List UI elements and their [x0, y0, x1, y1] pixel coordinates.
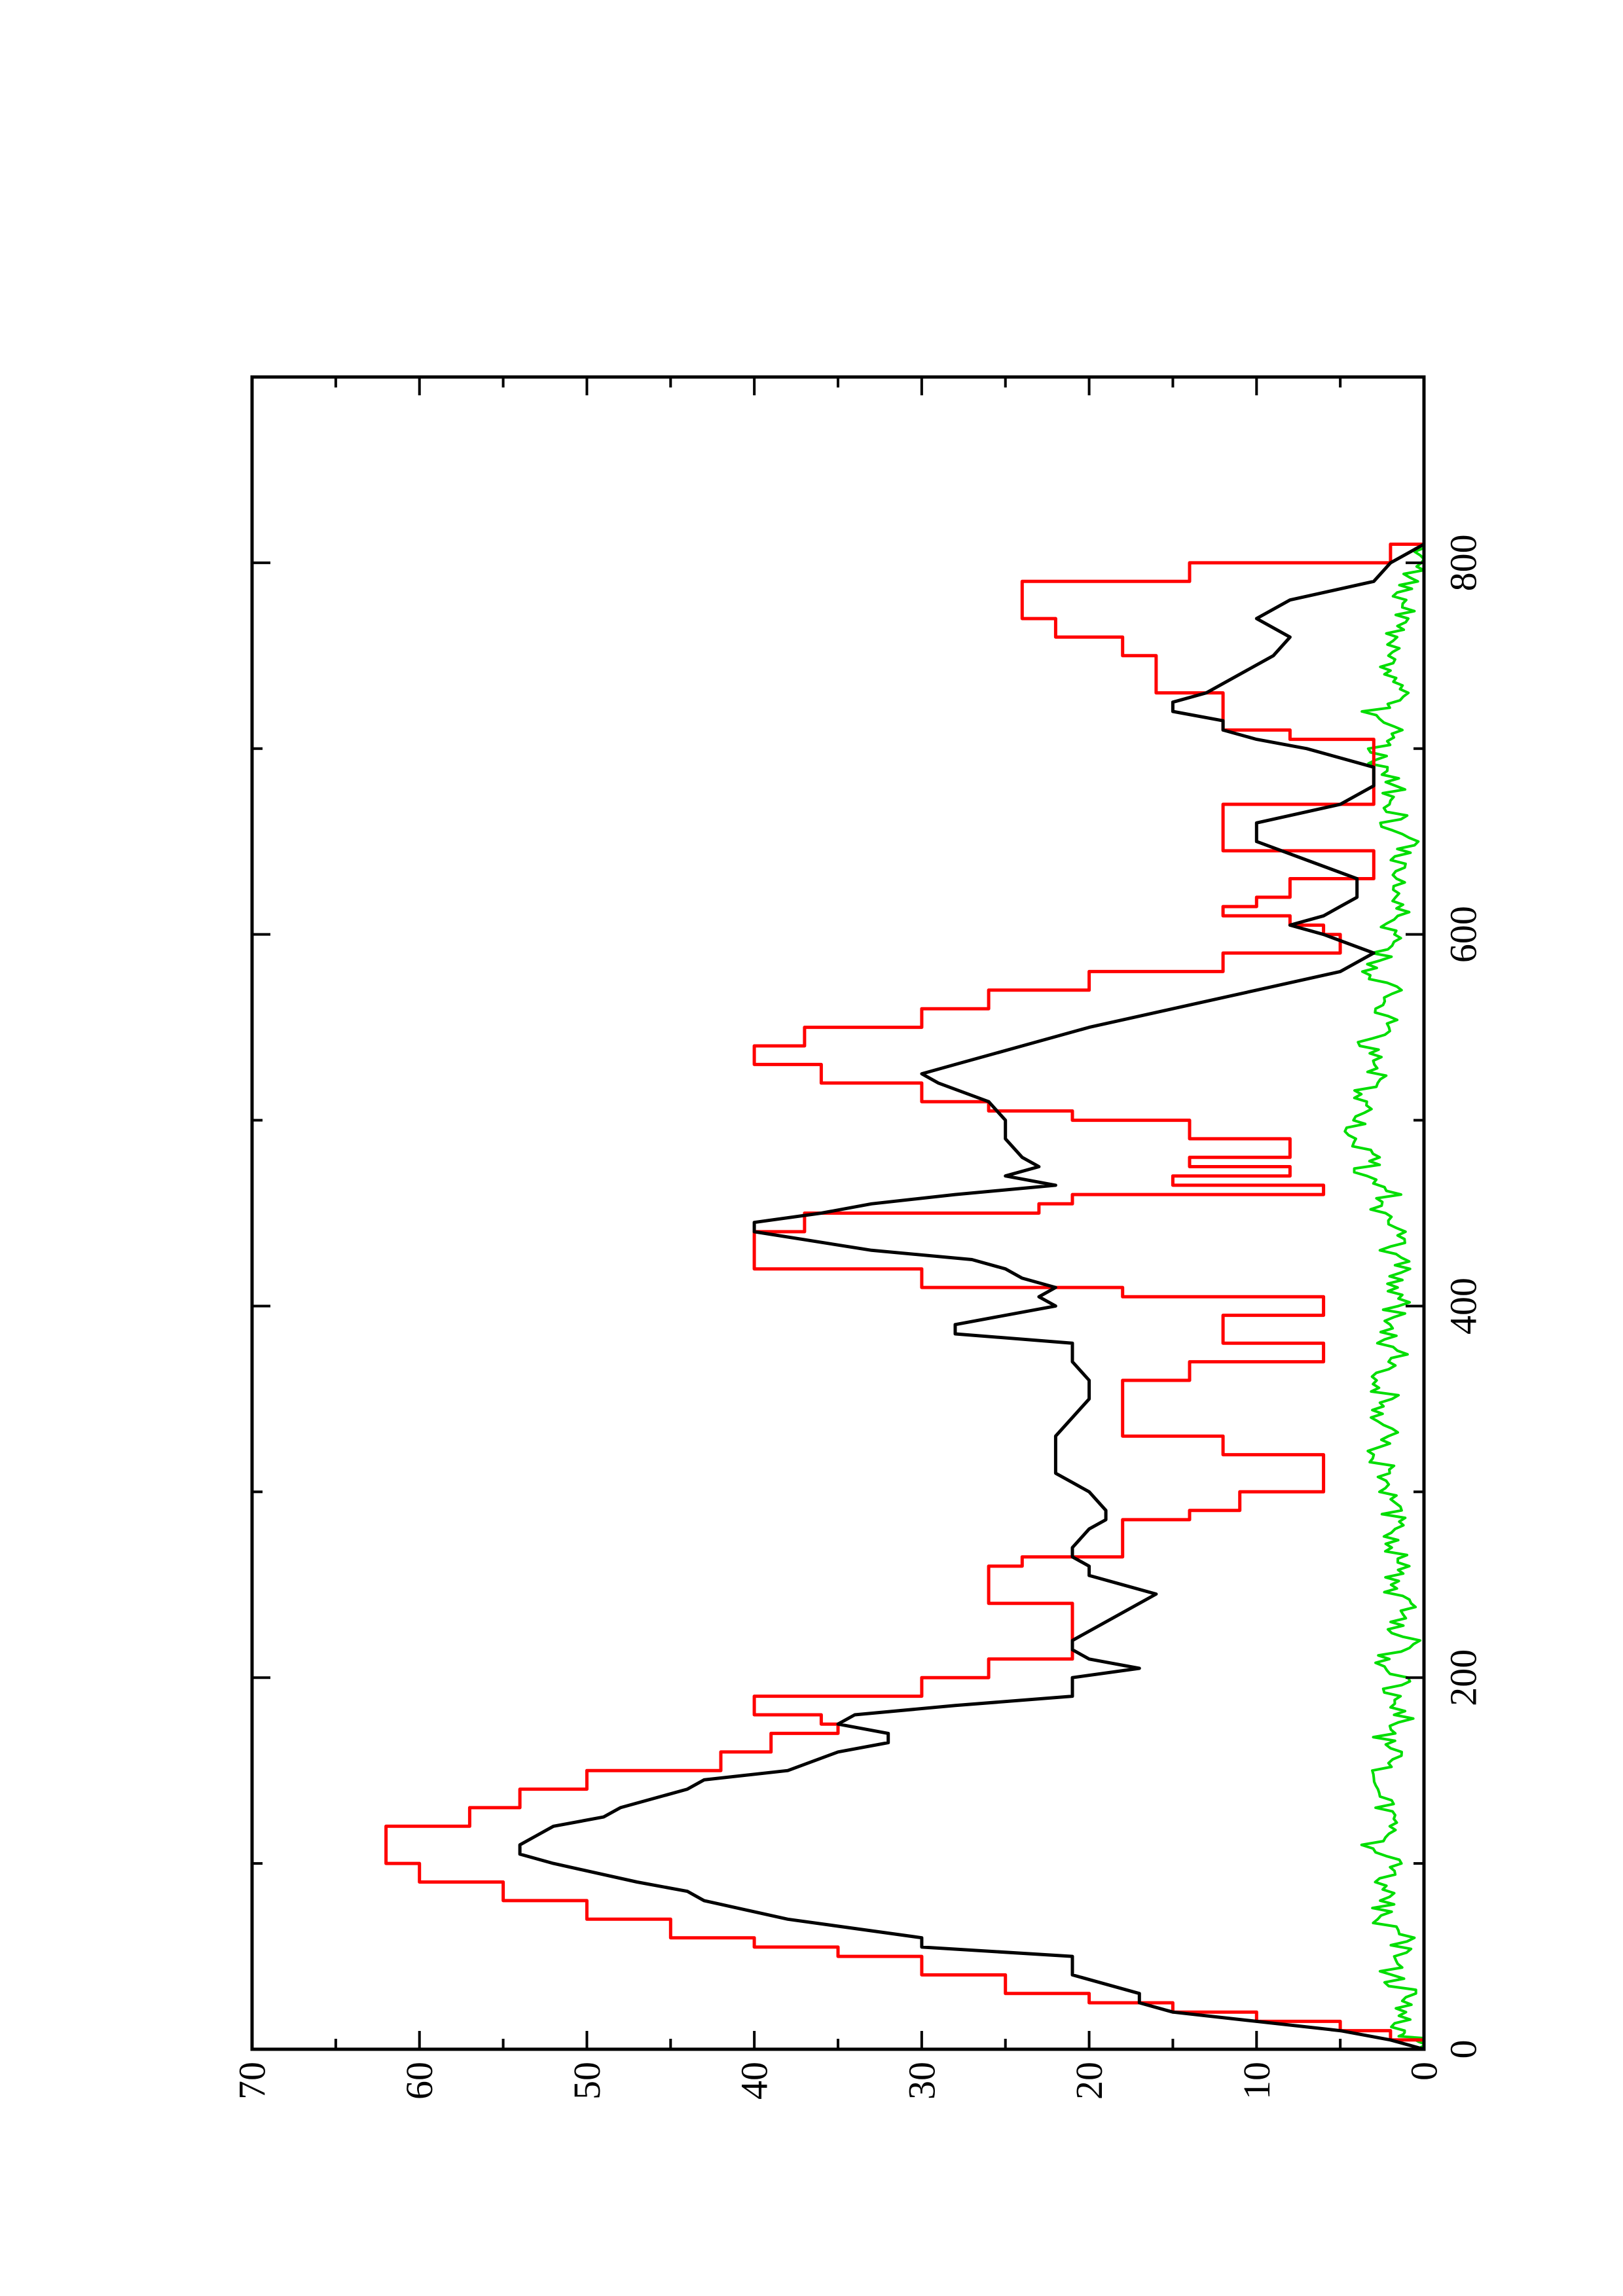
y-tick-label: 30 — [900, 2062, 943, 2100]
series-group — [384, 543, 1426, 2051]
x-tick-label: 600 — [1442, 906, 1485, 963]
series-line-1 — [384, 543, 1426, 2049]
y-tick-label: 50 — [566, 2062, 608, 2100]
y-tick-label: 20 — [1068, 2062, 1110, 2100]
y-tick-label: 10 — [1235, 2062, 1278, 2100]
series-line-2 — [1343, 544, 1425, 2051]
y-tick-label: 60 — [398, 2062, 441, 2100]
series-line-0 — [518, 543, 1425, 2051]
y-tick-label: 0 — [1403, 2062, 1446, 2081]
x-tick-label: 800 — [1442, 534, 1485, 591]
x-tick-label: 0 — [1442, 2040, 1485, 2059]
y-tick-label: 70 — [231, 2062, 274, 2100]
ticks-group — [251, 377, 1425, 2051]
x-tick-label: 200 — [1442, 1649, 1485, 1706]
tick-labels-group: 0 200 400 600 800 0 10 20 30 40 50 60 70 — [231, 534, 1485, 2100]
x-tick-label: 400 — [1442, 1278, 1485, 1335]
y-tick-label: 40 — [733, 2062, 776, 2100]
